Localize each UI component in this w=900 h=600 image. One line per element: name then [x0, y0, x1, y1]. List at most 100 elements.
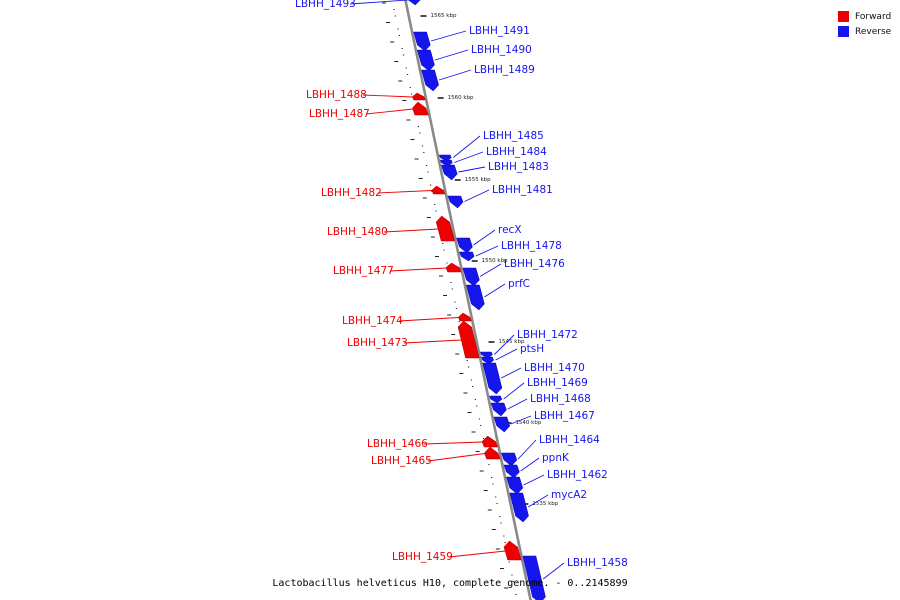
genome-backbone: [404, 0, 532, 600]
gene-label: LBHH_1465: [371, 455, 432, 467]
gene-feature: [509, 492, 529, 523]
leader-line: [464, 189, 490, 202]
gene-feature: [503, 464, 520, 479]
gene-feature: [479, 351, 493, 359]
gene-feature: [435, 215, 456, 242]
gene-feature: [481, 356, 494, 365]
leader-line: [520, 457, 540, 472]
gene-feature: [439, 159, 453, 167]
legend-reverse-label: Reverse: [855, 26, 892, 37]
gene-label: LBHH_1459: [392, 551, 453, 563]
leader-line: [510, 415, 532, 425]
gene-feature: [459, 251, 475, 262]
leader-line: [423, 441, 483, 445]
gene-label: LBHH_1480: [327, 226, 388, 238]
gene-label: ppnK: [542, 452, 570, 464]
legend-forward-label: Forward: [855, 11, 892, 22]
kbp-label: 1535 kbp: [532, 501, 558, 507]
gene-feature: [484, 446, 501, 460]
gene-feature: [445, 262, 462, 273]
gene-feature: [440, 164, 458, 181]
gene-label: LBHH_1491: [469, 25, 530, 37]
gene-feature: [421, 69, 439, 92]
leader-line: [484, 283, 506, 298]
leader-line: [430, 30, 467, 42]
reverse-swatch: [838, 26, 849, 37]
leader-line: [542, 562, 565, 580]
gene-label: LBHH_1482: [321, 187, 382, 199]
gene-label: ptsH: [520, 343, 544, 355]
leader-line: [365, 108, 414, 115]
gene-label: prfC: [508, 278, 530, 290]
gene-label: recX: [498, 224, 522, 236]
kbp-label: 1540 kbp: [515, 420, 541, 426]
gene-label: LBHH_1470: [524, 362, 585, 374]
gene-label: LBHH_1468: [530, 393, 591, 405]
kbp-label: 1555 kbp: [465, 177, 491, 183]
gene-feature: [522, 555, 546, 600]
gene-label: LBHH_1493: [295, 0, 356, 10]
leader-line: [503, 382, 525, 400]
kbp-label: 1550 kbp: [482, 258, 508, 264]
gene-label: LBHH_1474: [342, 315, 403, 327]
gene-label: LBHH_1464: [539, 434, 600, 446]
gene-feature: [417, 49, 435, 72]
gene-label: LBHH_1487: [309, 108, 370, 120]
legend: Forward Reverse: [838, 9, 891, 39]
leader-line: [438, 69, 472, 81]
gene-feature: [408, 0, 421, 6]
gene-label: LBHH_1469: [527, 377, 588, 389]
gene-label: LBHH_1484: [486, 146, 547, 158]
gene-feature: [493, 416, 511, 433]
gene-feature: [412, 101, 429, 116]
gene-feature: [481, 435, 499, 448]
leader-line: [527, 494, 549, 508]
gene-label: mycA2: [551, 489, 587, 501]
gene-label: LBHH_1481: [492, 184, 553, 196]
kbp-label: 1560 kbp: [448, 95, 474, 101]
leader-line: [448, 550, 506, 558]
leader-line: [458, 166, 486, 173]
leader-line: [479, 263, 502, 277]
gene-feature: [438, 154, 452, 162]
leader-line: [398, 317, 459, 322]
gene-feature: [412, 92, 426, 101]
gene-label: LBHH_1477: [333, 265, 394, 277]
leader-line: [452, 135, 481, 158]
kbp-label: 1545 kbp: [499, 339, 525, 345]
leader-line: [362, 94, 413, 98]
gene-label: LBHH_1472: [517, 329, 578, 341]
gene-feature: [413, 31, 431, 52]
gene-feature: [490, 402, 507, 417]
legend-forward: Forward: [838, 9, 891, 24]
gene-feature: [503, 540, 522, 561]
gene-feature: [462, 267, 480, 287]
leader-line: [389, 267, 447, 272]
gene-label: LBHH_1483: [488, 161, 549, 173]
leader-line: [427, 453, 486, 462]
leader-line: [517, 439, 537, 460]
gene-feature: [482, 362, 503, 395]
backbone-ticks: [382, 2, 517, 595]
forward-swatch: [838, 11, 849, 22]
gene-feature: [456, 237, 473, 254]
gene-features: LBHH_1493 LBHH_1491 LBHH_1490 LBHH_1489 LBHH…: [295, 0, 628, 600]
gene-label: LBHH_1485: [483, 130, 544, 142]
gene-feature: [431, 185, 446, 195]
gene-feature: [466, 284, 485, 311]
leader-line: [495, 348, 518, 361]
gene-label: LBHH_1490: [471, 44, 532, 56]
gene-label: LBHH_1488: [306, 89, 367, 101]
gene-label: LBHH_1462: [547, 469, 608, 481]
gene-label: LBHH_1473: [347, 337, 408, 349]
leader-line: [454, 151, 484, 163]
genome-caption: Lactobacillus helveticus H10, complete g…: [272, 578, 628, 589]
gene-feature: [506, 476, 524, 495]
leader-line: [501, 367, 522, 379]
gene-label: LBHH_1478: [501, 240, 562, 252]
gene-label: LBHH_1466: [367, 438, 428, 450]
leader-line: [434, 49, 469, 61]
leader-line: [475, 245, 499, 257]
gene-feature: [489, 395, 503, 404]
